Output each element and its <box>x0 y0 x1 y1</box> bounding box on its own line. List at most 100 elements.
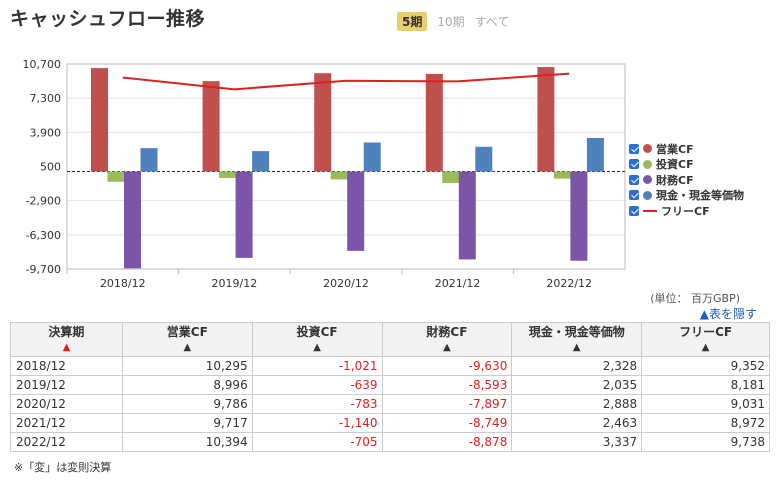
period-tab-all[interactable]: すべて <box>474 15 510 29</box>
y-tick-label: -2,900 <box>26 195 61 208</box>
table-cell-value: 8,996 <box>121 375 253 395</box>
checkbox-icon[interactable] <box>629 159 639 170</box>
y-tick-label: 7,300 <box>30 92 62 105</box>
header-operating: 営業CF ▲ <box>121 322 253 357</box>
table-cell-value: 2,463 <box>511 413 643 433</box>
table-cell-value: -9,630 <box>381 356 513 376</box>
x-tick-label: 2019/12 <box>212 277 258 290</box>
legend-item-free-cf[interactable]: フリーCF <box>629 203 744 219</box>
chart-legend: 営業CF 投資CF 財務CF 現金・現金等価物 フリーCF <box>629 141 744 219</box>
legend-item-cash[interactable]: 現金・現金等価物 <box>629 188 744 204</box>
sort-arrow-icon[interactable]: ▲ <box>572 341 581 353</box>
bar-0 <box>202 81 220 172</box>
bar-3 <box>475 146 493 172</box>
hide-table-link[interactable]: ▲表を隠す <box>699 307 757 321</box>
bar-3 <box>586 137 604 172</box>
legend-line-icon <box>643 209 657 212</box>
table-cell-value: 2,035 <box>511 375 643 395</box>
table-cell-period: 2019/12 <box>10 375 123 395</box>
table-cell-value: 8,972 <box>641 413 770 433</box>
y-tick-label: -9,700 <box>26 263 61 276</box>
table-cell-period: 2021/12 <box>10 413 123 433</box>
sort-arrow-icon[interactable]: ▲ <box>183 341 192 353</box>
bar-0 <box>91 68 108 172</box>
header-financing: 財務CF ▲ <box>381 322 513 357</box>
legend-dot-icon <box>643 175 652 185</box>
y-tick-label: -6,300 <box>26 229 61 242</box>
bar-2 <box>458 171 476 260</box>
table-cell-value: -639 <box>251 375 383 395</box>
table-cell-value: 2,328 <box>511 356 643 376</box>
bar-1 <box>330 171 348 180</box>
legend-item-investing[interactable]: 投資CF <box>629 157 744 173</box>
table-cell-value: 3,337 <box>511 432 643 452</box>
table-cell-value: 9,717 <box>121 413 253 433</box>
legend-dot-icon <box>643 144 652 154</box>
checkbox-icon[interactable] <box>629 174 639 185</box>
bar-1 <box>553 171 571 179</box>
checkbox-icon[interactable] <box>629 205 639 216</box>
table-cell-value: 9,786 <box>121 394 253 414</box>
legend-item-operating[interactable]: 営業CF <box>629 141 744 157</box>
y-tick-label: 10,700 <box>23 58 62 71</box>
table-cell-value: -1,021 <box>251 356 383 376</box>
cashflow-table: 決算期 ▲ 営業CF ▲ 投資CF ▲ 財務CF ▲ 現金・現金等価物 ▲ フリーCF ▲ … <box>10 322 770 452</box>
bar-0 <box>425 73 443 172</box>
table-cell-period: 2022/12 <box>10 432 123 452</box>
bar-0 <box>314 73 332 172</box>
legend-label: 財務CF <box>656 173 694 187</box>
bar-3 <box>140 148 158 172</box>
table-cell-value: 9,031 <box>641 394 770 414</box>
sort-arrow-icon[interactable]: ▲ <box>701 341 710 353</box>
bar-1 <box>219 171 237 178</box>
legend-dot-icon <box>643 159 652 169</box>
legend-label: フリーCF <box>661 204 710 218</box>
header-period: 決算期 ▲ <box>10 322 123 357</box>
bar-2 <box>570 171 588 261</box>
plot-border <box>66 63 626 270</box>
footnote: ※「変」は変則決算 <box>14 461 112 474</box>
table-cell-value: -8,749 <box>381 413 513 433</box>
legend-label: 営業CF <box>656 142 694 156</box>
table-cell-value: -783 <box>251 394 383 414</box>
unit-label: (単位： 百万GBP) <box>650 292 740 305</box>
table-cell-value: 2,888 <box>511 394 643 414</box>
table-row: 2018/12 10,295 -1,021 -9,630 2,328 9,352 <box>10 356 770 376</box>
legend-dot-icon <box>643 190 652 200</box>
table-row: 2019/12 8,996 -639 -8,593 2,035 8,181 <box>10 375 770 395</box>
table-cell-value: -705 <box>251 432 383 452</box>
checkbox-icon[interactable] <box>629 190 639 201</box>
legend-label: 現金・現金等価物 <box>656 189 744 203</box>
checkbox-icon[interactable] <box>629 143 639 154</box>
sort-arrow-icon[interactable]: ▲ <box>443 341 451 353</box>
cashflow-chart: 10,700 7,300 3,900 500 -2,900 -6,300 -9,700 201… <box>23 58 626 290</box>
y-tick-label: 3,900 <box>30 126 62 139</box>
bar-0 <box>537 67 555 172</box>
legend-item-financing[interactable]: 財務CF <box>629 172 744 188</box>
header-investing: 投資CF ▲ <box>251 322 383 357</box>
table-cell-value: 8,181 <box>641 375 770 395</box>
table-cell-value: 9,352 <box>641 356 770 376</box>
period-tabs: 5期 10期 すべて <box>397 12 509 31</box>
page-title: キャッシュフロー推移 <box>10 8 206 30</box>
table-row: 2021/12 9,717 -1,140 -8,749 2,463 8,972 <box>10 413 770 433</box>
period-tab-10[interactable]: 10期 <box>437 15 465 29</box>
bar-3 <box>363 142 381 172</box>
y-tick-label: 500 <box>40 161 61 174</box>
x-tick-label: 2018/12 <box>100 277 146 290</box>
table-header-row: 決算期 ▲ 営業CF ▲ 投資CF ▲ 財務CF ▲ 現金・現金等価物 ▲ フリーCF ▲ <box>10 322 770 357</box>
period-tab-5[interactable]: 5期 <box>397 12 428 31</box>
table-cell-period: 2018/12 <box>10 356 123 376</box>
sort-arrow-icon[interactable]: ▲ <box>313 341 321 353</box>
bar-2 <box>235 171 253 258</box>
table-cell-value: 10,394 <box>121 432 253 452</box>
sort-arrow-icon[interactable]: ▲ <box>62 341 71 353</box>
header-free-cf: フリーCF ▲ <box>641 322 770 357</box>
table-row: 2020/12 9,786 -783 -7,897 2,888 9,031 <box>10 394 770 414</box>
header-cash: 現金・現金等価物 ▲ <box>511 322 643 357</box>
free-cf-line <box>122 72 570 91</box>
table-cell-value: 9,738 <box>641 432 770 452</box>
legend-label: 投資CF <box>656 158 694 172</box>
table-cell-value: 10,295 <box>121 356 253 376</box>
table-cell-value: -1,140 <box>251 413 383 433</box>
